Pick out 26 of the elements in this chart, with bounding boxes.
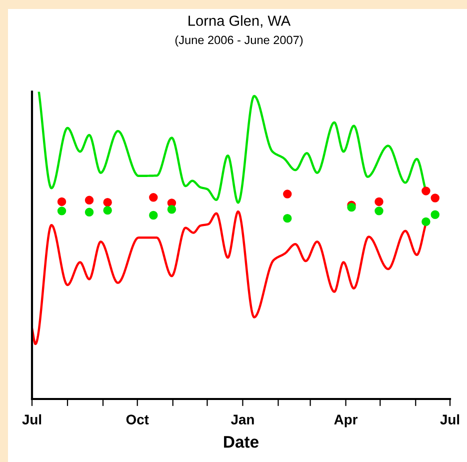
point (374, 197, 384, 206)
point (84, 208, 94, 217)
point (57, 197, 66, 206)
chart-title: Lorna Glen, WA (188, 15, 291, 28)
x-tick-label: Jul (22, 414, 42, 424)
point (57, 206, 66, 216)
point (283, 190, 292, 198)
point (283, 214, 292, 223)
point (149, 193, 158, 202)
point (430, 194, 440, 202)
x-tick-label: Oct (126, 414, 149, 424)
point (149, 210, 158, 220)
point (347, 202, 356, 212)
point (84, 196, 94, 205)
point (422, 186, 430, 196)
x-tick-label: Jan (230, 414, 254, 424)
point (422, 217, 430, 226)
point (103, 206, 112, 215)
x-axis-title: Date (224, 436, 258, 448)
point (430, 210, 440, 219)
point (374, 206, 384, 216)
x-tick-label: Apr (334, 414, 358, 428)
chart-subtitle: (June 2006 - June 2007) (175, 36, 303, 46)
point (103, 198, 112, 207)
point (167, 205, 176, 214)
x-tick-label: Jul (440, 414, 460, 424)
